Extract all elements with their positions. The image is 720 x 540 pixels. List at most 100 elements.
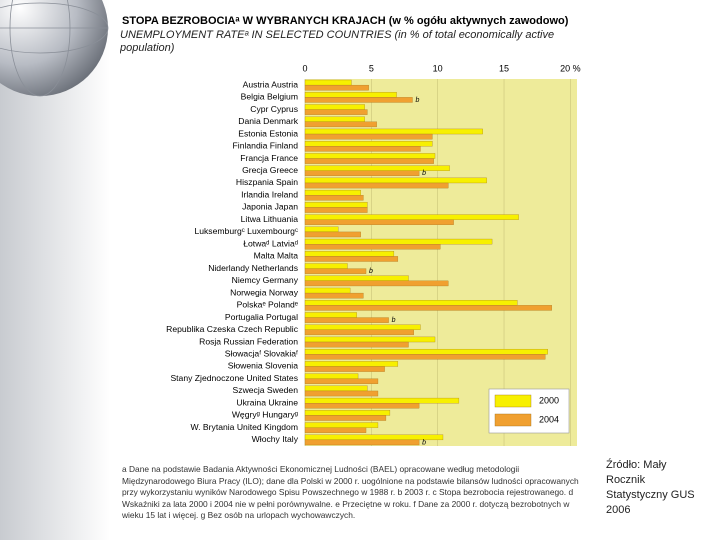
chart-subtitle: UNEMPLOYMENT RATEᵃ IN SELECTED COUNTRIES… (120, 29, 555, 54)
bar (304, 133, 433, 140)
bar (304, 153, 436, 159)
y-tick-label: Cypr Cyprus (250, 104, 298, 114)
bar (304, 128, 483, 135)
bar (304, 341, 409, 348)
bar (304, 219, 454, 225)
x-tick-label: 20 % (560, 63, 581, 73)
y-tick-label: Włochy Italy (252, 434, 299, 444)
bar (304, 410, 391, 416)
legend-label: 2004 (539, 414, 559, 424)
y-tick-label: Grecja Greece (242, 165, 298, 175)
y-tick-label: Ukraina Ukraine (236, 397, 298, 407)
bar (304, 324, 421, 330)
bar (304, 268, 367, 274)
bar-note: b (415, 97, 419, 104)
y-tick-label: Republika Czeska Czech Republic (166, 324, 299, 334)
bar (304, 287, 351, 294)
bar (304, 385, 368, 392)
y-tick-label: Polskaᵉ Polandᵉ (237, 300, 298, 310)
y-tick-label: Szwecja Sweden (233, 385, 299, 395)
bar (304, 422, 379, 428)
bar-note: b (369, 268, 373, 275)
bar (304, 348, 548, 355)
bar (304, 170, 420, 177)
legend-label: 2000 (539, 395, 559, 405)
bar-note: b (422, 170, 426, 177)
bar (304, 312, 357, 318)
y-tick-label: Luksemburgᶜ Luxembourgᶜ (194, 226, 298, 236)
bar (304, 104, 365, 110)
plot: 0 5 10 15 20 % Austria Austria Belgia Belgium b… (166, 63, 580, 446)
x-tick-label: 0 (302, 63, 307, 73)
y-tick-label: Rosja Russian Federation (199, 336, 298, 346)
y-tick-label: Stany Zjednoczone United States (170, 373, 298, 383)
y-tick-label: Hiszpania Spain (236, 177, 298, 187)
bar (304, 141, 433, 147)
bar (304, 439, 420, 446)
bar (304, 146, 421, 152)
x-tick-label: 10 (433, 63, 443, 73)
bar (304, 317, 389, 323)
bar (304, 361, 399, 367)
bar (304, 292, 364, 299)
y-tick-label: Francja France (240, 153, 298, 163)
y-tick-label: W. Brytania United Kingdom (191, 422, 298, 432)
bar (304, 354, 546, 360)
x-tick-label: 15 (499, 63, 509, 73)
bar (304, 97, 413, 103)
y-tick-label: Austria Austria (243, 79, 299, 89)
bar (304, 300, 518, 306)
bar (304, 231, 361, 238)
chart-title: STOPA BEZROBOCIAᵃ W WYBRANYCH KRAJACH (w… (122, 15, 569, 27)
bar (304, 202, 368, 208)
y-tick-label: Litwa Lithuania (241, 214, 299, 224)
bar (304, 243, 441, 250)
bar (304, 280, 449, 287)
y-tick-label: Niderlandy Netherlands (208, 263, 298, 273)
y-tick-label: Portugalia Portugal (225, 312, 298, 322)
bar-note: b (392, 317, 396, 324)
bar (304, 84, 369, 91)
plot-background (305, 79, 577, 446)
bar (304, 263, 348, 269)
subtitle-box: UNEMPLOYMENT RATEᵃ IN SELECTED COUNTRIES… (120, 29, 555, 54)
y-tick-label: Finlandia Finland (233, 141, 299, 151)
bar (304, 397, 460, 404)
y-tick-label: Norwegia Norway (230, 287, 299, 297)
bar (304, 329, 414, 336)
bar (304, 195, 364, 201)
y-tick-label: Węgryᵍ Hungaryᵍ (232, 410, 298, 420)
y-tick-label: Słowacjaᶠ Slovakiaᶠ (225, 349, 298, 359)
source: Źródło: Mały Rocznik Statystyczny GUS 20… (606, 459, 695, 516)
legend-swatch (494, 394, 532, 408)
bar (304, 275, 409, 282)
bar (304, 79, 352, 86)
bar (304, 182, 449, 189)
bar (304, 92, 397, 98)
bar-note: b (422, 439, 426, 446)
bar (304, 366, 385, 372)
bar (304, 373, 359, 379)
bar (304, 256, 399, 262)
x-tick-label: 5 (369, 63, 374, 73)
y-tick-label: Irlandia Ireland (241, 189, 298, 199)
bar (304, 251, 395, 257)
y-tick-label: Dania Denmark (238, 116, 298, 126)
globe (0, 0, 108, 96)
bar (304, 378, 379, 384)
bar (304, 415, 387, 421)
footnote: a Dane na podstawie Badania Aktywności E… (122, 464, 579, 521)
bar (304, 427, 367, 433)
bar (304, 207, 368, 213)
globe-lines (0, 0, 109, 97)
bar (304, 238, 493, 245)
y-tick-label: Łotwaᵈ Latviaᵈ (243, 238, 298, 248)
bar (304, 390, 379, 397)
y-tick-label: Estonia Estonia (238, 128, 298, 138)
y-tick-label: Malta Malta (254, 251, 299, 261)
bar (304, 305, 552, 311)
bar (304, 226, 339, 233)
bar (304, 109, 368, 115)
